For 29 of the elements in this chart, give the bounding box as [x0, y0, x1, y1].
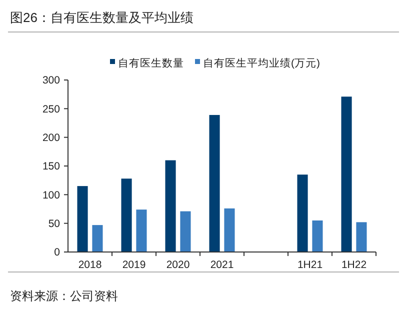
bar: [121, 178, 132, 252]
bar: [312, 220, 323, 252]
text: 资料来源：公司资料: [10, 289, 118, 303]
bar: [356, 222, 367, 252]
y-tick-label: 150: [42, 160, 60, 173]
x-tick-label: 2018: [78, 259, 102, 271]
bar: [180, 211, 191, 252]
y-tick-label: 0: [54, 246, 60, 259]
bar: [136, 210, 147, 252]
y-tick-label: 200: [42, 132, 60, 144]
x-tick-label: 1H21: [297, 259, 323, 271]
y-tick-label: 100: [42, 189, 60, 202]
bar: [341, 96, 352, 252]
chart-title: 图26：自有医生数量及平均业绩: [10, 10, 194, 25]
legend-label: 自有医生数量: [118, 56, 184, 70]
bar: [224, 208, 235, 252]
legend-label: 自有医生平均业绩(万元): [203, 56, 320, 70]
y-tick-label: 250: [42, 103, 60, 116]
x-tick-label: 1H22: [341, 259, 367, 271]
x-tick-label: 2020: [166, 259, 190, 271]
y-tick-label: 300: [42, 74, 60, 87]
x-tick-label: 2021: [210, 259, 234, 271]
bar: [77, 186, 88, 252]
bar: [92, 225, 103, 252]
bar: [297, 174, 308, 252]
bar: [209, 114, 220, 252]
bar: [165, 160, 176, 252]
y-tick-label: 50: [48, 218, 60, 230]
x-tick-label: 2019: [122, 259, 146, 271]
